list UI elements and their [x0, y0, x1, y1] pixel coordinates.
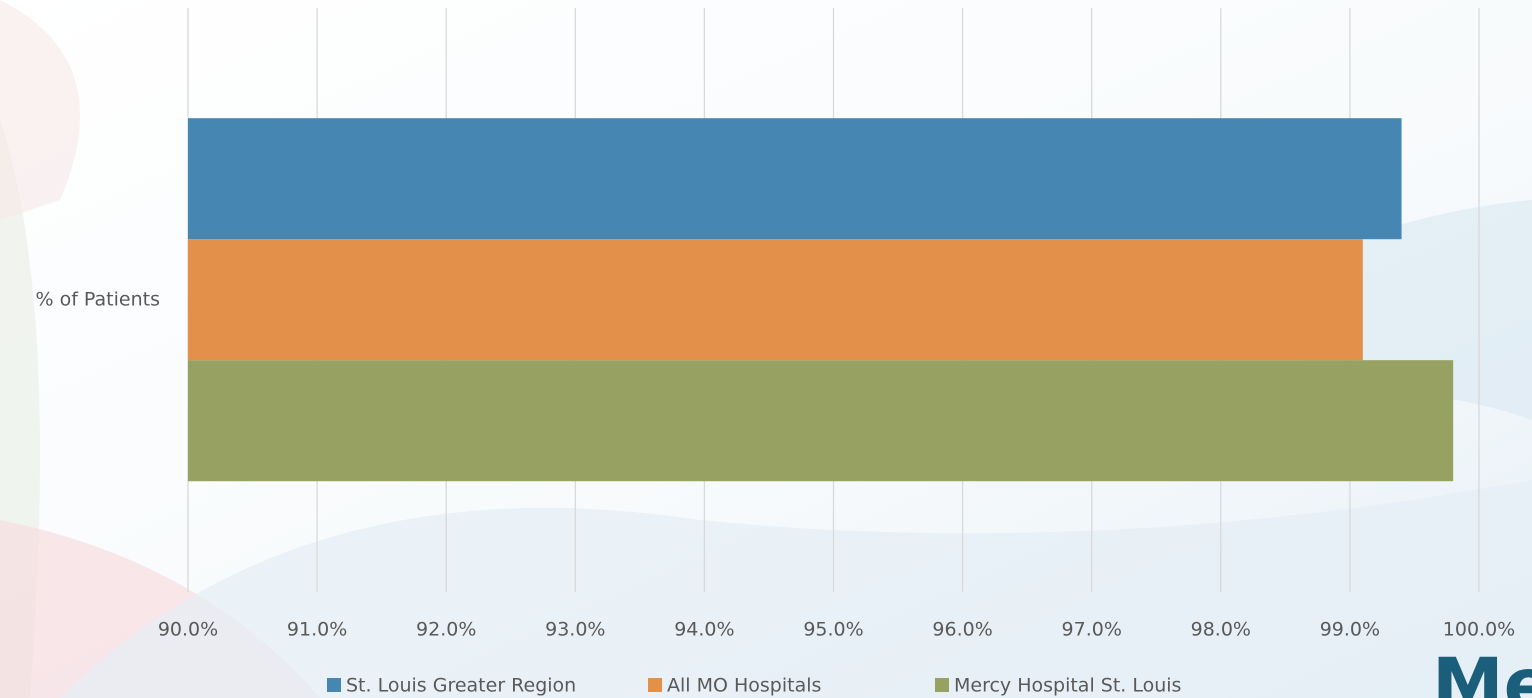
x-tick-label: 94.0% — [674, 619, 734, 641]
bar — [188, 360, 1454, 482]
decor — [60, 480, 1532, 698]
x-tick-label: 98.0% — [1191, 619, 1251, 641]
x-tick-label: 96.0% — [932, 619, 992, 641]
legend-label: Mercy Hospital St. Louis — [954, 675, 1181, 697]
legend-swatch — [935, 678, 949, 692]
bar — [188, 118, 1402, 240]
legend-swatch — [648, 678, 662, 692]
x-tick-label: 97.0% — [1062, 619, 1122, 641]
y-tick-label: % of Patients — [35, 289, 160, 311]
x-tick-label: 92.0% — [416, 619, 476, 641]
x-tick-label: 99.0% — [1320, 619, 1380, 641]
legend-label: St. Louis Greater Region — [346, 675, 576, 697]
logo: Mer — [1432, 643, 1532, 698]
bar — [188, 239, 1363, 361]
legend-label: All MO Hospitals — [667, 675, 821, 697]
x-tick-label: 100.0% — [1443, 619, 1515, 641]
x-tick-label: 95.0% — [803, 619, 863, 641]
x-tick-label: 93.0% — [545, 619, 605, 641]
legend-swatch — [327, 678, 341, 692]
x-tick-label: 90.0% — [158, 619, 218, 641]
x-tick-label: 91.0% — [287, 619, 347, 641]
decor — [0, 0, 80, 220]
